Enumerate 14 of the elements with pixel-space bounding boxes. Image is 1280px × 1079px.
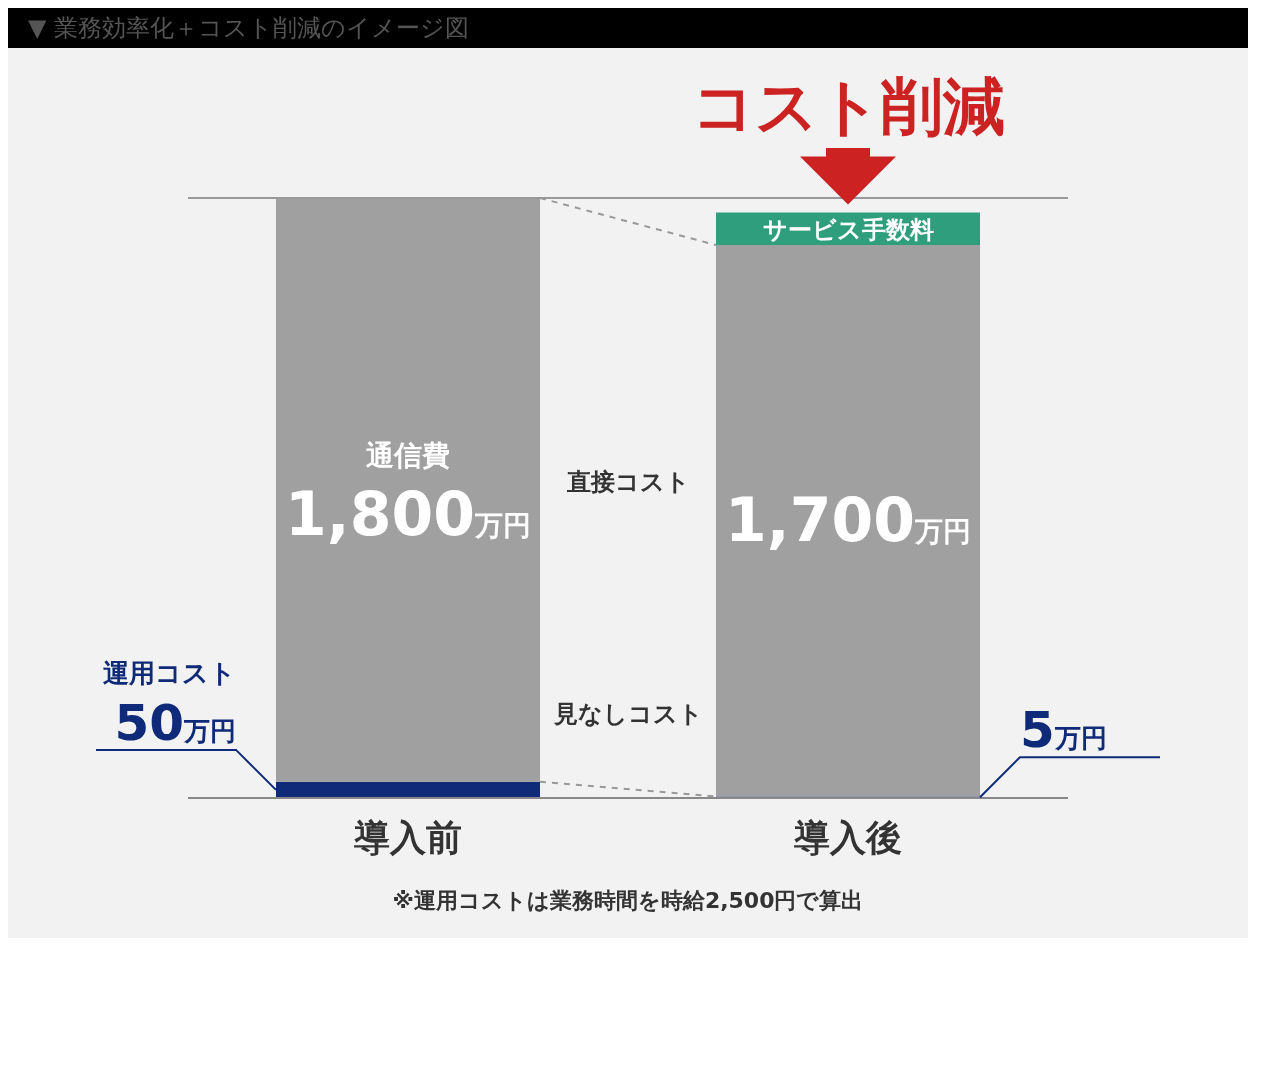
data-label: 50万円	[114, 693, 236, 752]
data-label: 1,700万円	[725, 484, 971, 555]
series-label: 通信費	[366, 438, 450, 472]
x-tick-label: 導入前	[353, 816, 462, 858]
annotation: 直接コスト	[565, 467, 690, 496]
text: ※運用コストは業務時間を時給2,500円で算出	[392, 888, 864, 913]
chart-title: ▼ 業務効率化＋コスト削減のイメージ図	[8, 8, 1248, 48]
data-label: 1,800万円	[285, 478, 531, 549]
annotation: 見なしコスト	[552, 699, 703, 728]
data-label: 5万円	[1020, 701, 1107, 760]
series-label: サービス手数料	[762, 215, 934, 244]
text: コスト削減	[691, 70, 1005, 143]
x-tick-label: 導入後	[793, 816, 902, 858]
text: 運用コスト	[103, 657, 236, 688]
